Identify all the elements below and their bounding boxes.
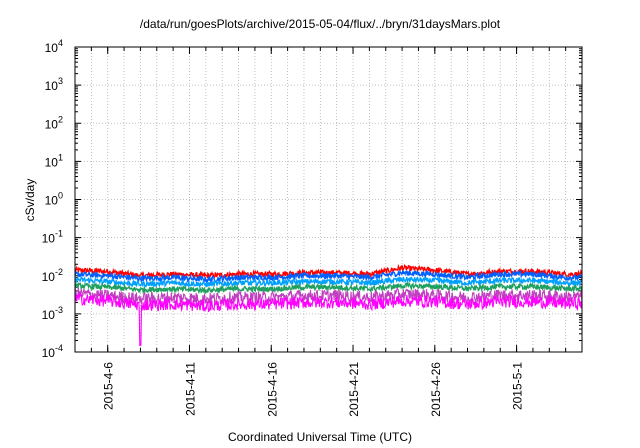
chart-title: /data/run/goesPlots/archive/2015-05-04/f…	[139, 17, 501, 31]
x-axis-label: Coordinated Universal Time (UTC)	[227, 430, 413, 444]
plot-frame	[74, 46, 583, 353]
series-line	[74, 269, 583, 285]
y-tick-label: 100	[45, 191, 63, 208]
series-line	[74, 293, 583, 346]
y-tick-label: 103	[45, 76, 63, 93]
x-tick-label: 2015-5-1	[511, 362, 525, 410]
x-tick-label: 2015-4-16	[265, 362, 279, 417]
y-tick-label: 10-1	[42, 229, 63, 246]
x-tick-label: 2015-4-26	[429, 362, 443, 417]
x-tick-label: 2015-4-6	[102, 362, 116, 410]
y-tick-label: 104	[45, 38, 63, 55]
y-tick-label: 10-4	[42, 343, 63, 360]
series-line	[74, 275, 583, 289]
y-tick-label: 10-3	[42, 305, 63, 322]
series-line	[74, 280, 583, 295]
y-tick-label: 101	[45, 152, 63, 169]
x-tick-label: 2015-4-21	[347, 362, 361, 417]
y-tick-label: 10-2	[42, 267, 63, 284]
y-tick-label: 102	[45, 114, 63, 131]
x-tick-label: 2015-4-11	[183, 362, 197, 416]
